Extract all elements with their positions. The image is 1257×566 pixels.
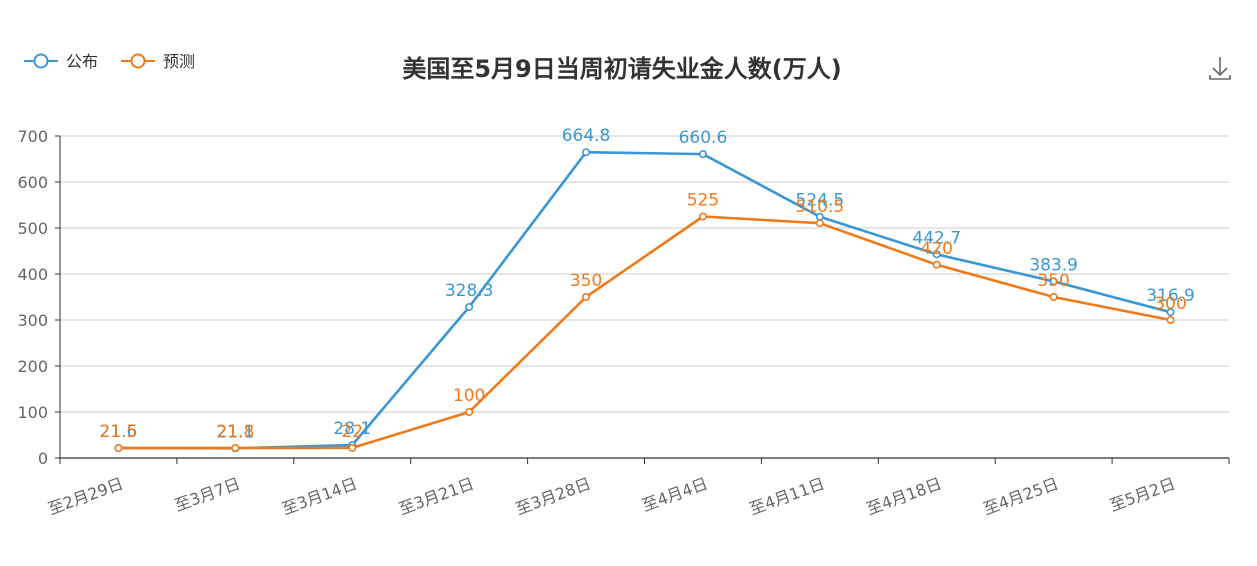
data-label: 510.5 — [796, 197, 845, 217]
data-label: 21.5 — [100, 422, 138, 442]
data-label: 664.8 — [562, 126, 611, 146]
legend-label: 公布 — [66, 52, 98, 71]
y-tick-label: 200 — [17, 357, 48, 376]
data-point — [582, 292, 591, 301]
y-tick-label: 700 — [17, 127, 48, 146]
data-point — [1166, 315, 1175, 324]
series-lines — [118, 150, 1171, 450]
legend-label: 预测 — [163, 52, 195, 71]
data-point — [932, 250, 941, 259]
data-point — [231, 443, 240, 452]
data-label: 420 — [921, 239, 953, 259]
axes: 0100200300400500600700至2月29日 至3月7日 至3月14日至… — [17, 127, 1230, 519]
y-tick-label: 400 — [17, 265, 48, 284]
data-label: 442.7 — [912, 228, 961, 248]
legend-item-1[interactable]: 预测 — [121, 52, 195, 71]
download-icon[interactable] — [1208, 55, 1232, 81]
x-tick-label: 至3月28日 — [513, 474, 593, 519]
data-points — [114, 148, 1175, 453]
x-tick-label: 至3月7日 — [172, 474, 243, 515]
x-tick-label: 至4月4日 — [640, 474, 711, 515]
data-point — [815, 219, 824, 228]
x-tick-label: 至4月11日 — [747, 474, 827, 519]
x-tick-label: 至4月25日 — [981, 474, 1061, 519]
y-tick-label: 500 — [17, 219, 48, 238]
series-line-0 — [118, 150, 1171, 450]
data-label: 525 — [687, 191, 719, 211]
legend-marker — [130, 53, 146, 69]
data-point — [348, 443, 357, 452]
y-tick-label: 600 — [17, 173, 48, 192]
chart-title: 美国至5月9日当周初请失业金人数(万人) — [402, 55, 841, 83]
data-label: 328.3 — [445, 281, 494, 301]
data-label: 383.9 — [1029, 255, 1078, 275]
legend-item-0[interactable]: 公布 — [24, 52, 98, 71]
data-label: 660.6 — [679, 128, 728, 148]
data-label: 21.8 — [216, 422, 254, 442]
data-point — [932, 260, 941, 269]
data-label: 22 — [341, 422, 363, 442]
data-point — [1049, 292, 1058, 301]
data-label: 300 — [1154, 294, 1186, 314]
data-label: 350 — [570, 271, 602, 291]
data-label: 350 — [1037, 271, 1069, 291]
data-point — [698, 150, 707, 159]
data-point — [698, 212, 707, 221]
x-tick-label: 至3月14日 — [279, 474, 359, 519]
x-tick-label: 至4月18日 — [864, 474, 944, 519]
y-tick-label: 0 — [38, 449, 48, 468]
x-tick-label: 至5月2日 — [1107, 474, 1178, 515]
x-tick-label: 至3月21日 — [396, 474, 476, 519]
data-label: 28.1 — [333, 419, 371, 439]
data-label: 100 — [453, 386, 485, 406]
legend-marker — [33, 53, 49, 69]
data-point — [1166, 308, 1175, 317]
data-label: 316.9 — [1146, 286, 1195, 306]
data-point — [465, 407, 474, 416]
data-point — [114, 444, 123, 453]
series-line-1 — [118, 215, 1171, 450]
legend: 公布 预测 — [24, 52, 195, 71]
data-labels: 21.6 21.1 28.1 328.3 664.8 660.6 524.5 442.7 383… — [100, 126, 1195, 442]
data-label: 21.6 — [100, 422, 138, 442]
data-point — [465, 302, 474, 311]
data-point — [1049, 277, 1058, 286]
x-tick-label: 至2月29日 — [46, 474, 126, 519]
data-label: 524.5 — [796, 191, 845, 211]
y-tick-label: 300 — [17, 311, 48, 330]
y-tick-label: 100 — [17, 403, 48, 422]
data-point — [582, 148, 591, 157]
grid-lines — [60, 135, 1229, 413]
data-label: 21.1 — [216, 422, 254, 442]
